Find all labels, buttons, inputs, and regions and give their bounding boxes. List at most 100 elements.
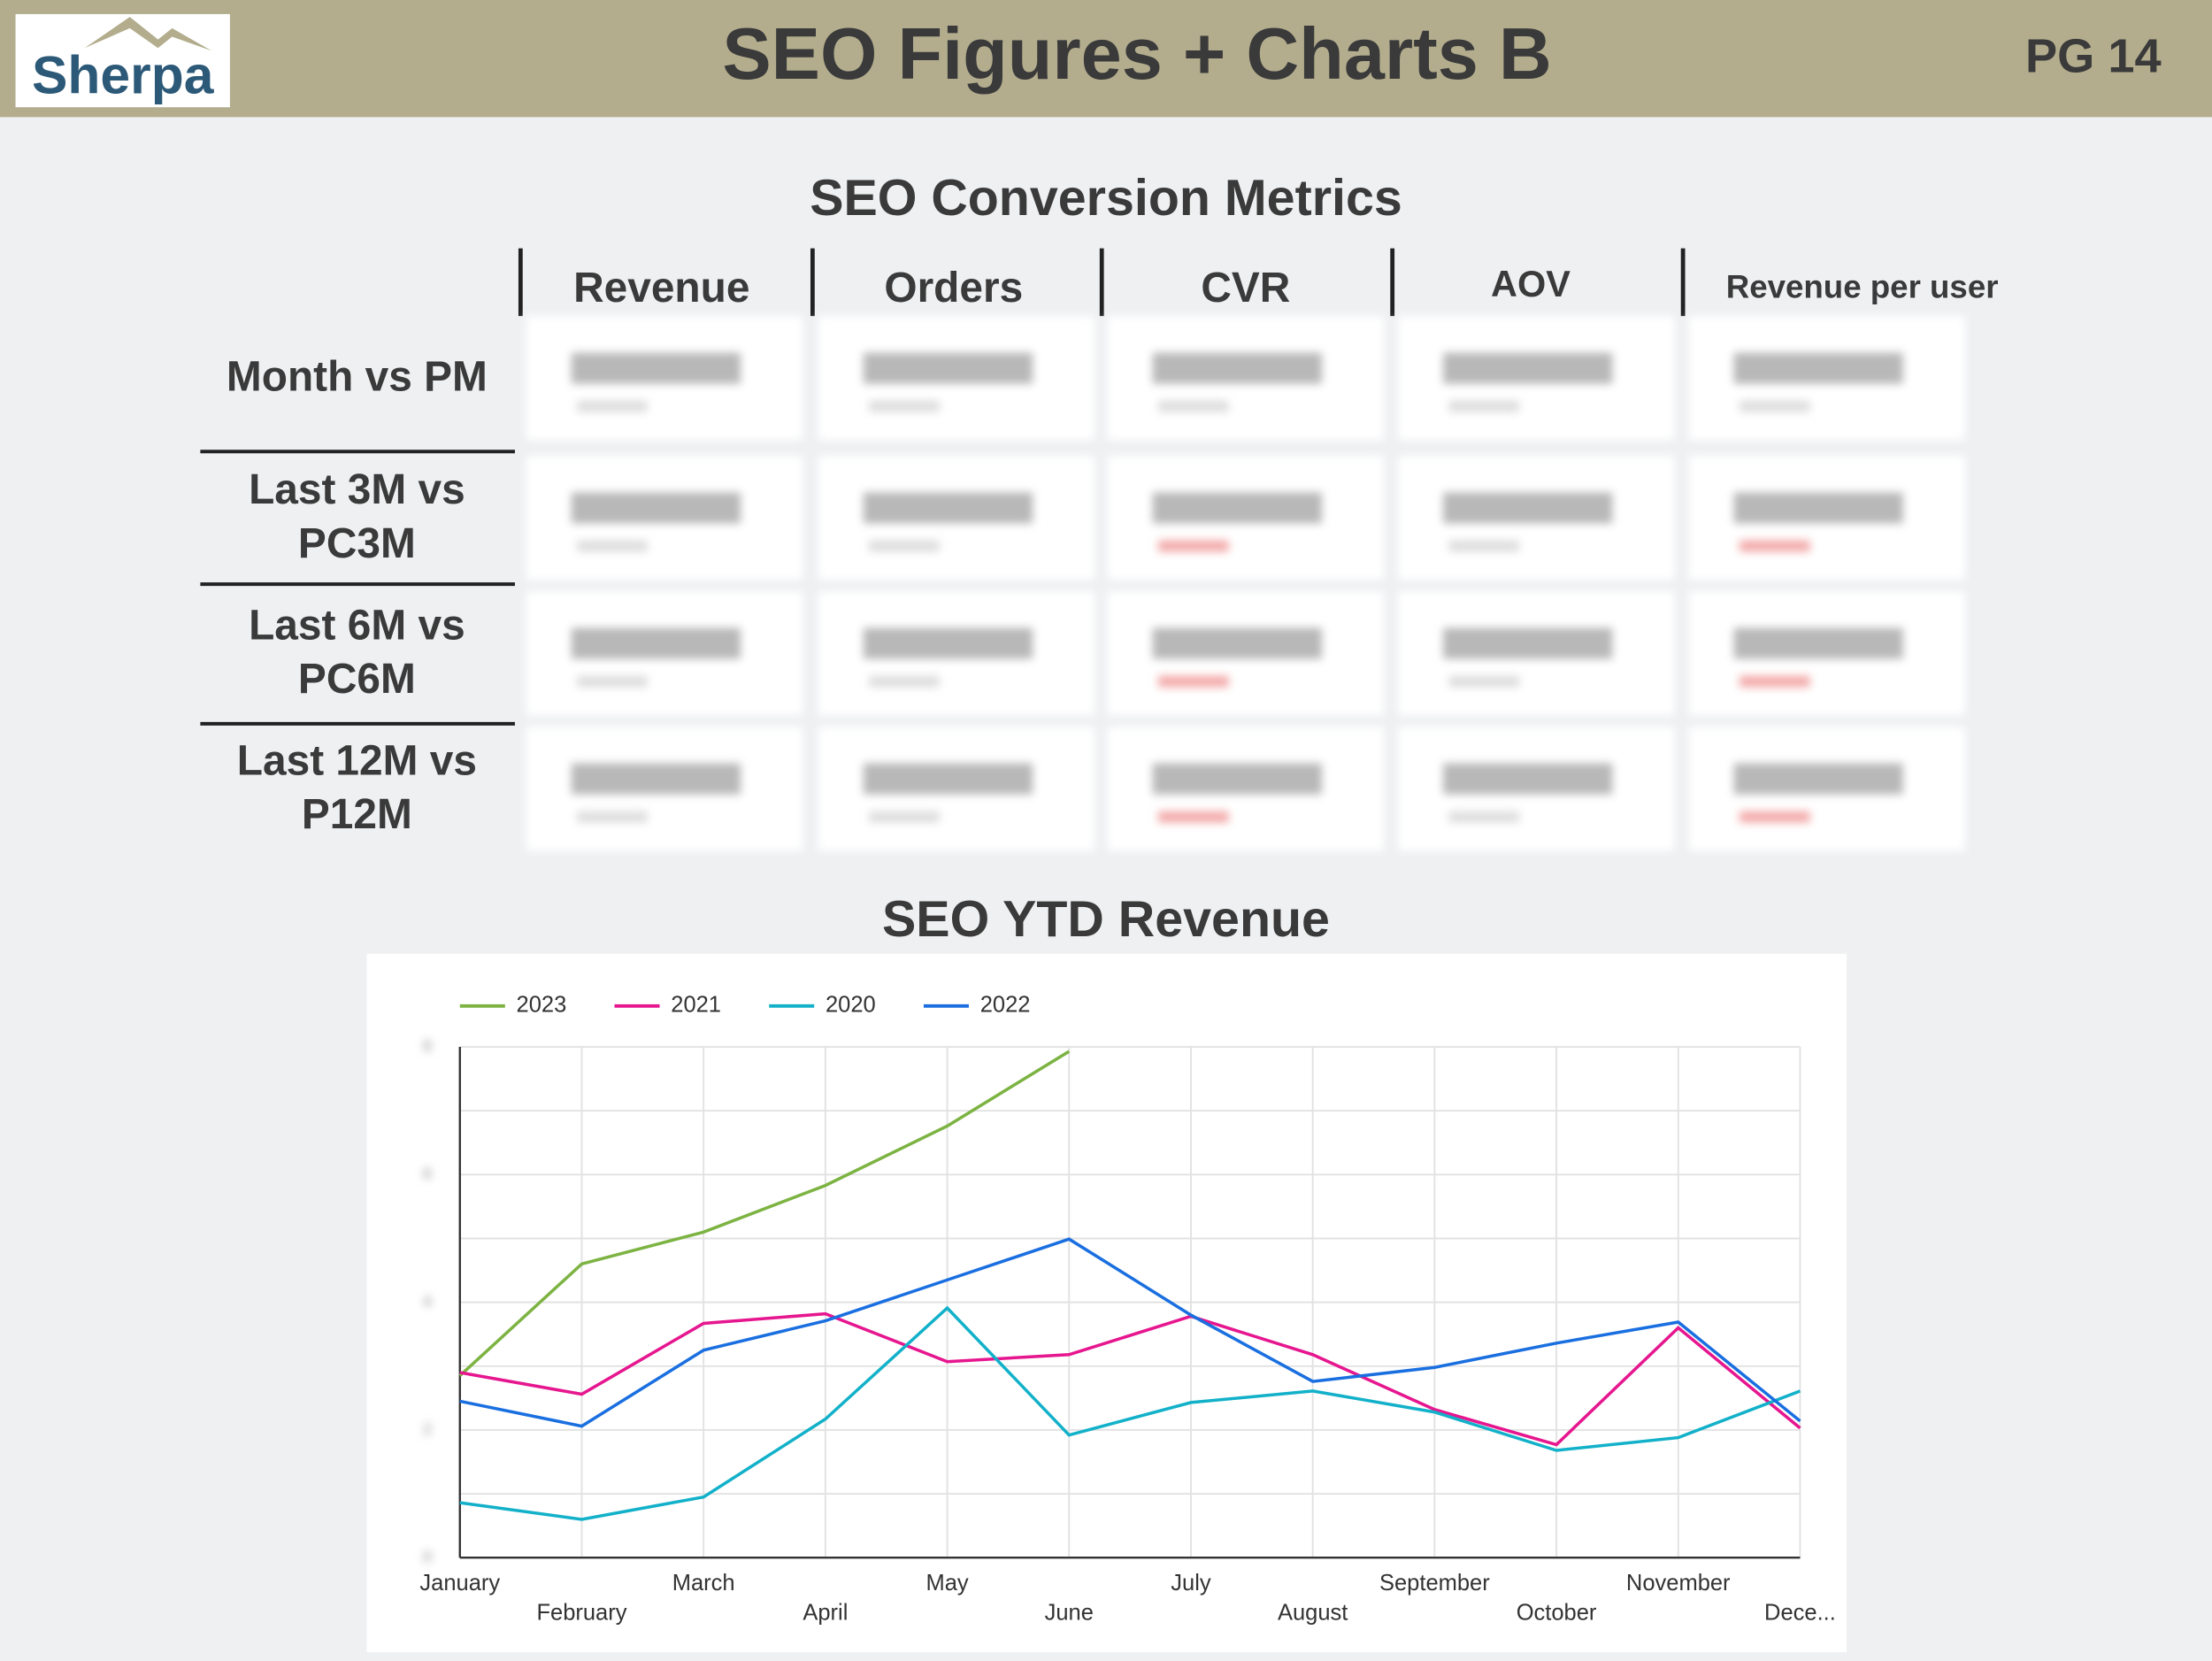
x-tick-label: September bbox=[1379, 1571, 1490, 1596]
column-header: AOV bbox=[1491, 262, 1571, 305]
blurred-cell bbox=[526, 455, 803, 581]
cell-value bbox=[1152, 763, 1322, 795]
blurred-cell bbox=[1398, 455, 1675, 581]
cell-value bbox=[1733, 352, 1903, 384]
cell-value bbox=[1443, 763, 1613, 795]
cell-delta bbox=[869, 400, 940, 412]
x-tick-label: August bbox=[1278, 1601, 1348, 1626]
x-tick-label: January bbox=[419, 1571, 500, 1596]
y-tick-label: 4 bbox=[423, 1292, 432, 1310]
row-label: Last 6M vs PC6M bbox=[249, 602, 465, 704]
cell-delta bbox=[577, 811, 648, 823]
x-tick-label: November bbox=[1626, 1571, 1731, 1596]
blurred-cell bbox=[818, 727, 1095, 851]
cell-delta bbox=[1448, 540, 1520, 552]
series-line bbox=[459, 1237, 1801, 1428]
cell-value bbox=[1733, 627, 1903, 659]
cell-delta bbox=[577, 540, 648, 552]
blurred-cell bbox=[1107, 727, 1385, 851]
blurred-cell bbox=[818, 455, 1095, 581]
y-tick-label: 8 bbox=[423, 1037, 432, 1055]
cell-delta bbox=[1158, 675, 1229, 688]
cell-value bbox=[1443, 492, 1613, 524]
x-tick-label: Dece... bbox=[1764, 1601, 1836, 1626]
y-tick-label: 0 bbox=[423, 1548, 432, 1565]
blurred-cell bbox=[818, 591, 1095, 716]
cell-value bbox=[1152, 352, 1322, 384]
cell-value bbox=[571, 763, 741, 795]
column-header: CVR bbox=[1201, 265, 1291, 312]
series-line bbox=[459, 1311, 1801, 1447]
blurred-cell bbox=[1688, 591, 1965, 716]
cell-value bbox=[1443, 627, 1613, 659]
column-header: Revenue bbox=[573, 265, 750, 312]
cell-delta bbox=[1448, 400, 1520, 412]
blurred-cell bbox=[1398, 727, 1675, 851]
cell-value bbox=[863, 763, 1033, 795]
cell-delta bbox=[1448, 675, 1520, 688]
cell-value bbox=[1733, 492, 1903, 524]
y-tick-label: 6 bbox=[423, 1165, 432, 1182]
x-tick-label: July bbox=[1171, 1571, 1211, 1596]
legend-label: 2022 bbox=[980, 993, 1031, 1018]
cell-value bbox=[1152, 492, 1322, 524]
legend-label: 2020 bbox=[826, 993, 876, 1018]
x-tick-label: April bbox=[803, 1601, 848, 1626]
blurred-cell bbox=[1398, 316, 1675, 441]
table-title: SEO Conversion Metrics bbox=[810, 170, 1402, 227]
cell-value bbox=[1443, 352, 1613, 384]
header-bar bbox=[0, 0, 2212, 118]
cell-value bbox=[571, 352, 741, 384]
logo-mountain bbox=[84, 17, 212, 51]
cell-value bbox=[1733, 763, 1903, 795]
cell-delta bbox=[577, 400, 648, 412]
blurred-cell bbox=[1107, 591, 1385, 716]
blurred-cell bbox=[526, 591, 803, 716]
cell-delta bbox=[1739, 811, 1810, 823]
blurred-cell bbox=[1688, 316, 1965, 441]
cell-delta bbox=[1739, 400, 1810, 412]
legend-label: 2023 bbox=[517, 993, 567, 1018]
row-label: Month vs PM bbox=[226, 354, 488, 401]
cell-delta bbox=[1158, 811, 1229, 823]
blurred-cell bbox=[1107, 455, 1385, 581]
x-tick-label: March bbox=[672, 1571, 735, 1596]
x-tick-label: May bbox=[926, 1571, 968, 1596]
series-line bbox=[458, 1050, 1071, 1377]
cell-delta bbox=[577, 675, 648, 688]
column-header: Orders bbox=[884, 265, 1024, 312]
cell-value bbox=[1152, 627, 1322, 659]
x-tick-label: October bbox=[1517, 1601, 1597, 1626]
y-tick-label: 2 bbox=[423, 1420, 432, 1438]
page-title: SEO Figures + Charts B bbox=[722, 12, 1551, 95]
cell-delta bbox=[869, 811, 940, 823]
cell-delta bbox=[869, 540, 940, 552]
blurred-cell bbox=[1398, 591, 1675, 716]
cell-value bbox=[863, 352, 1033, 384]
series-line bbox=[459, 1305, 1801, 1521]
chart-title: SEO YTD Revenue bbox=[882, 891, 1330, 948]
blurred-cell bbox=[526, 727, 803, 851]
logo-text: Sherpa bbox=[32, 44, 215, 104]
blurred-cell bbox=[818, 316, 1095, 441]
column-header: Revenue per user bbox=[1725, 267, 1999, 305]
row-label: Last 12M vs P12M bbox=[236, 737, 477, 839]
cell-delta bbox=[1739, 540, 1810, 552]
page-number: PG 14 bbox=[2025, 29, 2162, 82]
cell-value bbox=[863, 492, 1033, 524]
cell-delta bbox=[1158, 540, 1229, 552]
blurred-cell bbox=[526, 316, 803, 441]
blurred-cell bbox=[1688, 455, 1965, 581]
cell-delta bbox=[1739, 675, 1810, 688]
cell-value bbox=[863, 627, 1033, 659]
cell-delta bbox=[869, 675, 940, 688]
x-tick-label: June bbox=[1045, 1601, 1094, 1626]
cell-value bbox=[571, 492, 741, 524]
blurred-cell bbox=[1688, 727, 1965, 851]
cell-value bbox=[571, 627, 741, 659]
row-label: Last 3M vs PC3M bbox=[249, 466, 465, 567]
cell-delta bbox=[1158, 400, 1229, 412]
